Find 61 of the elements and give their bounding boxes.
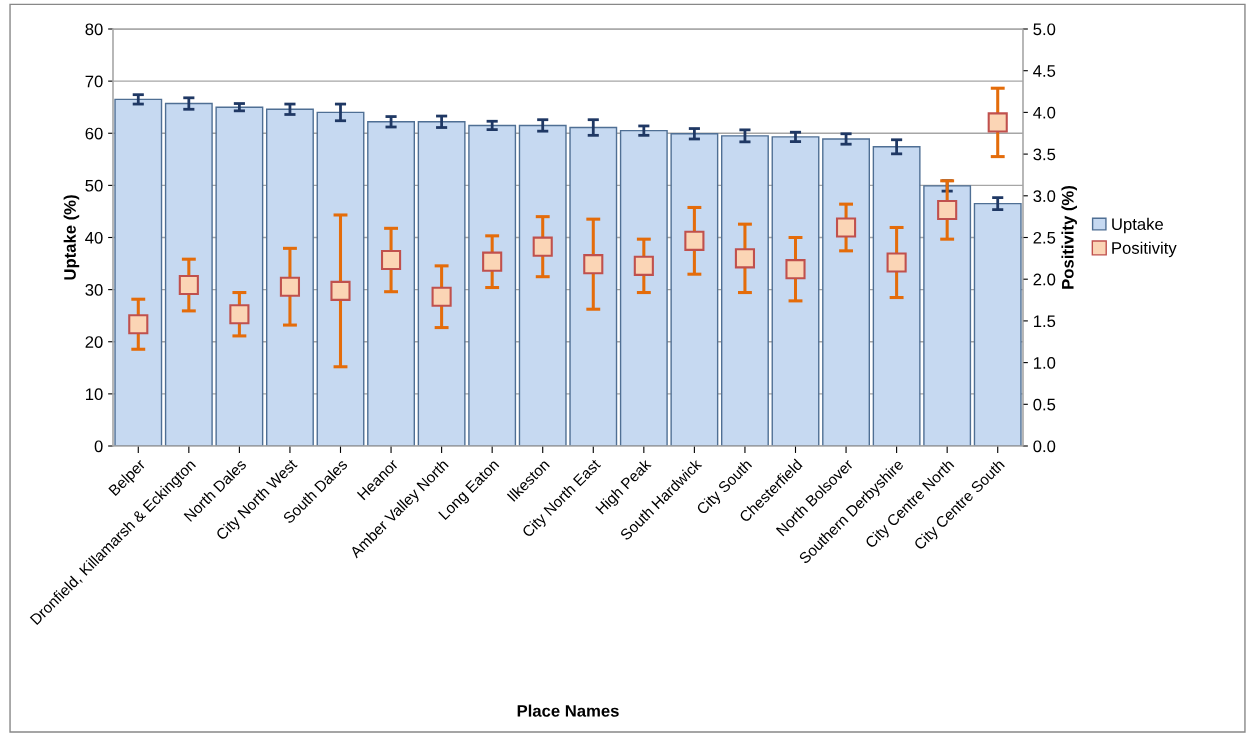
y2-axis-title: Positivity (%) [1061,186,1077,289]
point [886,252,907,273]
y-tick-label: 10 [86,388,103,401]
y-tick-label: 80 [85,23,103,36]
legend-label: Positivity [1112,241,1177,258]
point [330,280,351,301]
y2-tick-label: 3.5 [1033,148,1056,161]
bar [923,185,972,446]
point [431,286,452,307]
point [482,251,503,272]
bar [569,126,618,446]
bar [316,111,365,446]
y2-tick-label: 3.0 [1033,190,1056,202]
y-tick-label: 50 [85,179,103,192]
point [785,259,806,280]
x-axis-title: Place Names [517,704,619,717]
point [633,255,654,276]
bar [872,146,921,446]
bar [771,136,820,446]
y-tick-label: 70 [85,75,103,88]
bar [619,129,668,446]
y2-tick-label: 0.5 [1033,398,1056,411]
point [583,254,604,275]
bar [367,121,416,446]
point [380,249,402,271]
bar [822,138,871,446]
bar [164,102,213,446]
y2-tick-label: 5.0 [1033,23,1056,36]
point [734,248,756,269]
y2-tick-label: 2.5 [1033,231,1056,244]
y-tick-label: 60 [85,127,103,140]
y-tick-label: 30 [85,284,103,296]
y-tick-label: 20 [85,336,103,348]
point [987,112,1008,133]
point [128,314,149,335]
y2-tick-label: 1.5 [1033,315,1056,328]
point [835,217,857,238]
point [684,230,705,251]
point [937,199,958,221]
y2-tick-label: 0.0 [1033,440,1056,453]
bar [973,202,1022,446]
bar [114,98,163,446]
bar [518,124,567,446]
y-tick-label: 0 [94,440,103,453]
legend-label: Uptake [1112,217,1163,234]
y2-tick-label: 4.5 [1033,65,1056,77]
point [229,304,250,325]
bar [215,106,264,446]
y2-tick-label: 4.0 [1033,106,1056,119]
point [178,274,199,296]
point [279,276,301,297]
y2-tick-label: 1.0 [1033,357,1056,369]
bar [670,133,719,446]
y2-tick-label: 2.0 [1033,273,1056,286]
bar [417,121,466,446]
bar [468,124,517,446]
bar [720,135,769,446]
bar [265,108,314,446]
point [532,236,553,257]
y-axis-title: Uptake (%) [63,195,80,280]
y-tick-label: 40 [85,231,103,244]
